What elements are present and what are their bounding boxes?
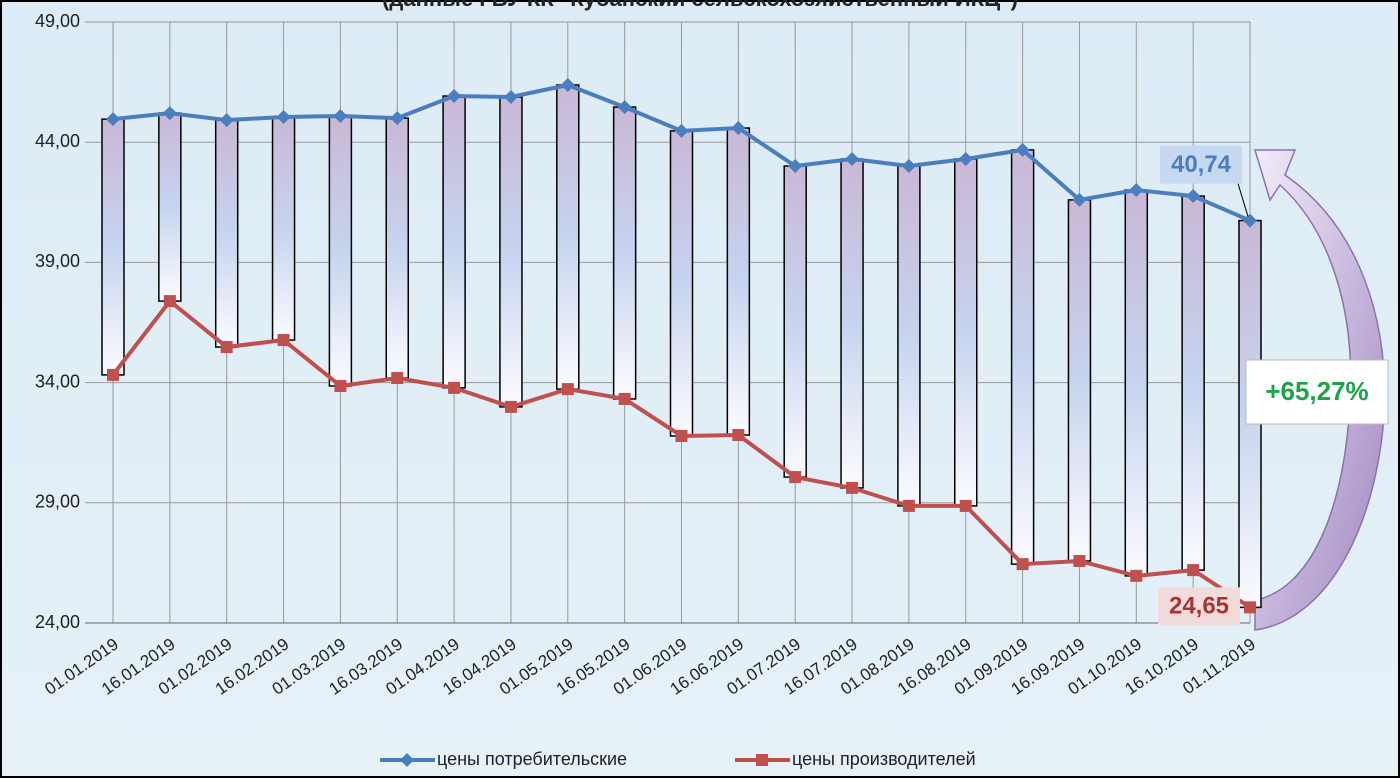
marker: [448, 382, 460, 394]
up-down-bar: [898, 166, 920, 506]
marker: [505, 401, 517, 413]
legend-label: цены потребительские: [437, 749, 627, 769]
marker: [1073, 555, 1085, 567]
up-down-bar: [500, 97, 522, 407]
y-tick-label: 24,00: [35, 612, 80, 632]
marker: [903, 500, 915, 512]
marker: [221, 341, 233, 353]
marker: [619, 393, 631, 405]
marker: [789, 471, 801, 483]
up-down-bar: [216, 120, 238, 347]
chart-title: (данные ГБУ КК "Кубанский сельскохозяйст…: [382, 0, 1018, 11]
y-tick-label: 29,00: [35, 492, 80, 512]
up-down-bar: [841, 159, 863, 488]
marker: [960, 500, 972, 512]
marker: [846, 482, 858, 494]
marker: [278, 334, 290, 346]
y-tick-label: 39,00: [35, 251, 80, 271]
value-label: 24,65: [1169, 593, 1229, 620]
y-tick-label: 44,00: [35, 131, 80, 151]
marker: [1017, 558, 1029, 570]
up-down-bar: [1125, 190, 1147, 576]
up-down-bar: [1068, 200, 1090, 561]
up-down-bar: [671, 131, 693, 436]
up-down-bar: [1182, 196, 1204, 570]
up-down-bar: [955, 159, 977, 506]
up-down-bar: [329, 116, 351, 386]
marker: [562, 383, 574, 395]
up-down-bar: [159, 113, 181, 301]
up-down-bar: [614, 107, 636, 399]
up-down-bar: [557, 85, 579, 389]
marker: [1187, 564, 1199, 576]
marker: [1130, 570, 1142, 582]
annotation: +65,27%: [1265, 376, 1368, 406]
up-down-bar: [386, 118, 408, 378]
y-tick-label: 34,00: [35, 371, 80, 391]
up-down-bar: [102, 119, 124, 375]
marker: [164, 295, 176, 307]
legend-label: цены производителей: [792, 749, 976, 769]
marker: [391, 372, 403, 384]
marker: [107, 369, 119, 381]
y-tick-label: 49,00: [35, 11, 80, 31]
marker: [676, 430, 688, 442]
marker: [732, 429, 744, 441]
up-down-bar: [1012, 150, 1034, 564]
legend-marker: [756, 754, 768, 766]
value-label: 40,74: [1171, 151, 1232, 178]
up-down-bar: [727, 128, 749, 435]
up-down-bar: [443, 96, 465, 388]
marker: [334, 380, 346, 392]
marker: [1244, 601, 1256, 613]
chart: (данные ГБУ КК "Кубанский сельскохозяйст…: [0, 0, 1400, 778]
up-down-bar: [784, 166, 806, 477]
up-down-bar: [273, 117, 295, 340]
